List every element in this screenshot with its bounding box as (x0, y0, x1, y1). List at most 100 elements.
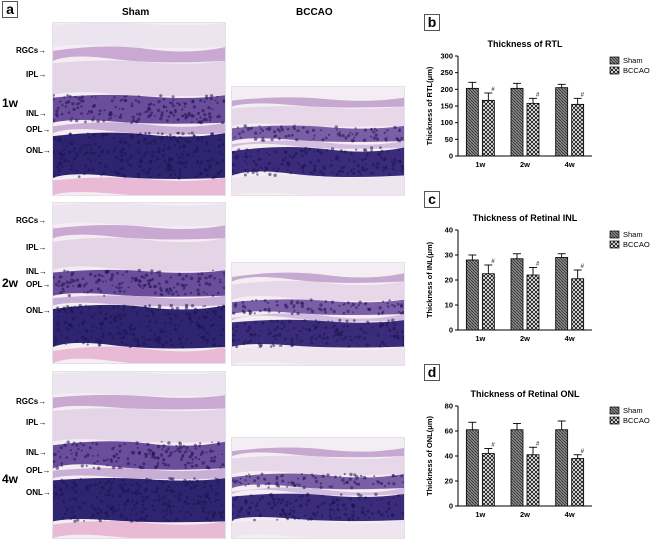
layer-label-opl: OPL→ (26, 466, 51, 475)
bar-bccao (571, 458, 585, 507)
legend-label: BCCAO (623, 66, 650, 75)
bar-sham (555, 429, 569, 507)
bar-bccao (526, 102, 540, 157)
bar-sham (465, 87, 479, 157)
bar-bccao (481, 453, 495, 507)
legend-label: Sham (623, 230, 643, 239)
bar-sham (465, 259, 479, 331)
significance-marker: # (536, 92, 540, 98)
micrograph-sham-2w (52, 202, 226, 364)
x-tick-label: 1w (475, 160, 485, 169)
significance-marker: # (536, 441, 540, 447)
column-header-sham: Sham (122, 7, 150, 18)
y-tick-label: 300 (440, 52, 453, 61)
bar-bccao (526, 454, 540, 507)
layer-label-onl: ONL→ (26, 146, 51, 155)
y-tick-label: 0 (449, 152, 453, 161)
legend-label: Sham (623, 56, 643, 65)
layer-label-ipl: IPL→ (26, 70, 47, 79)
chart-title: Thickness of Retinal ONL (470, 389, 580, 399)
bar-sham (555, 257, 569, 331)
y-tick-label: 30 (445, 251, 453, 260)
x-tick-label: 4w (565, 510, 575, 519)
timepoint-label-2w: 2w (2, 276, 19, 290)
legend-label: BCCAO (623, 416, 650, 425)
significance-marker: # (491, 87, 495, 93)
y-tick-label: 150 (440, 102, 453, 111)
x-tick-label: 4w (565, 334, 575, 343)
significance-marker: # (581, 264, 585, 270)
layer-label-opl: OPL→ (26, 125, 51, 134)
y-tick-label: 20 (445, 477, 453, 486)
y-tick-label: 0 (449, 502, 453, 511)
micrograph-bccao-2w (231, 262, 405, 366)
timepoint-label-1w: 1w (2, 96, 19, 110)
legend-swatch (609, 66, 620, 75)
bar-sham (465, 429, 479, 507)
x-tick-label: 2w (520, 334, 530, 343)
bar-bccao (571, 103, 585, 157)
y-axis-label: Thickness of RTL(μm) (425, 66, 434, 145)
layer-label-rgcs: RGCs→ (16, 216, 47, 225)
micrograph-sham-4w (52, 371, 226, 539)
bar-chart-rtl: Thickness of RTL Thickness of RTL(μm) 0 50 1… (425, 39, 650, 169)
micrograph-bccao-4w (231, 437, 405, 539)
x-tick-label: 1w (475, 334, 485, 343)
y-tick-label: 50 (445, 135, 453, 144)
y-tick-label: 40 (445, 452, 453, 461)
layer-label-ipl: IPL→ (26, 418, 47, 427)
y-tick-label: 0 (449, 326, 453, 335)
bar-sham (510, 258, 524, 331)
bar-sham (510, 87, 524, 157)
legend-label: Sham (623, 406, 643, 415)
bar-bccao (571, 278, 585, 331)
layer-label-inl: INL→ (26, 109, 47, 118)
y-axis-label: Thickness of INL(μm) (425, 241, 434, 318)
significance-marker: # (536, 262, 540, 268)
y-tick-label: 80 (445, 402, 453, 411)
bar-chart-onl: Thickness of Retinal ONL Thickness of ONL… (425, 389, 650, 519)
y-tick-label: 60 (445, 427, 453, 436)
y-tick-label: 250 (440, 68, 453, 77)
legend-swatch (609, 56, 620, 65)
x-tick-label: 1w (475, 510, 485, 519)
chart-title: Thickness of RTL (487, 39, 563, 49)
micrograph-bccao-1w (231, 86, 405, 196)
bar-chart-inl: Thickness of Retinal INL Thickness of INL… (425, 213, 650, 343)
significance-marker: # (491, 443, 495, 449)
significance-marker: # (581, 92, 585, 98)
layer-label-onl: ONL→ (26, 488, 51, 497)
panel-letter-c: c (424, 191, 440, 208)
y-tick-label: 20 (445, 276, 453, 285)
bar-sham (555, 87, 569, 157)
column-header-bccao: BCCAO (296, 7, 333, 18)
legend-swatch (609, 230, 620, 239)
legend-label: BCCAO (623, 240, 650, 249)
layer-label-onl: ONL→ (26, 306, 51, 315)
x-tick-label: 2w (520, 510, 530, 519)
layer-label-ipl: IPL→ (26, 243, 47, 252)
legend-swatch (609, 406, 620, 415)
layer-label-inl: INL→ (26, 448, 47, 457)
y-axis-label: Thickness of ONL(μm) (425, 415, 434, 496)
y-tick-label: 200 (440, 85, 453, 94)
legend-swatch (609, 240, 620, 249)
bar-bccao (526, 274, 540, 331)
micrograph-sham-1w (52, 22, 226, 196)
x-tick-label: 4w (565, 160, 575, 169)
legend-swatch (609, 416, 620, 425)
y-tick-label: 10 (445, 301, 453, 310)
bar-bccao (481, 273, 495, 331)
layer-label-opl: OPL→ (26, 280, 51, 289)
significance-marker: # (491, 259, 495, 265)
layer-label-inl: INL→ (26, 267, 47, 276)
y-tick-label: 100 (440, 118, 453, 127)
chart-title: Thickness of Retinal INL (473, 213, 578, 223)
timepoint-label-4w: 4w (2, 472, 19, 486)
layer-label-rgcs: RGCs→ (16, 397, 47, 406)
bar-bccao (481, 99, 495, 157)
layer-label-rgcs: RGCs→ (16, 46, 47, 55)
panel-letter-b: b (424, 14, 440, 31)
y-tick-label: 40 (445, 226, 453, 235)
panel-letter-d: d (424, 364, 440, 381)
